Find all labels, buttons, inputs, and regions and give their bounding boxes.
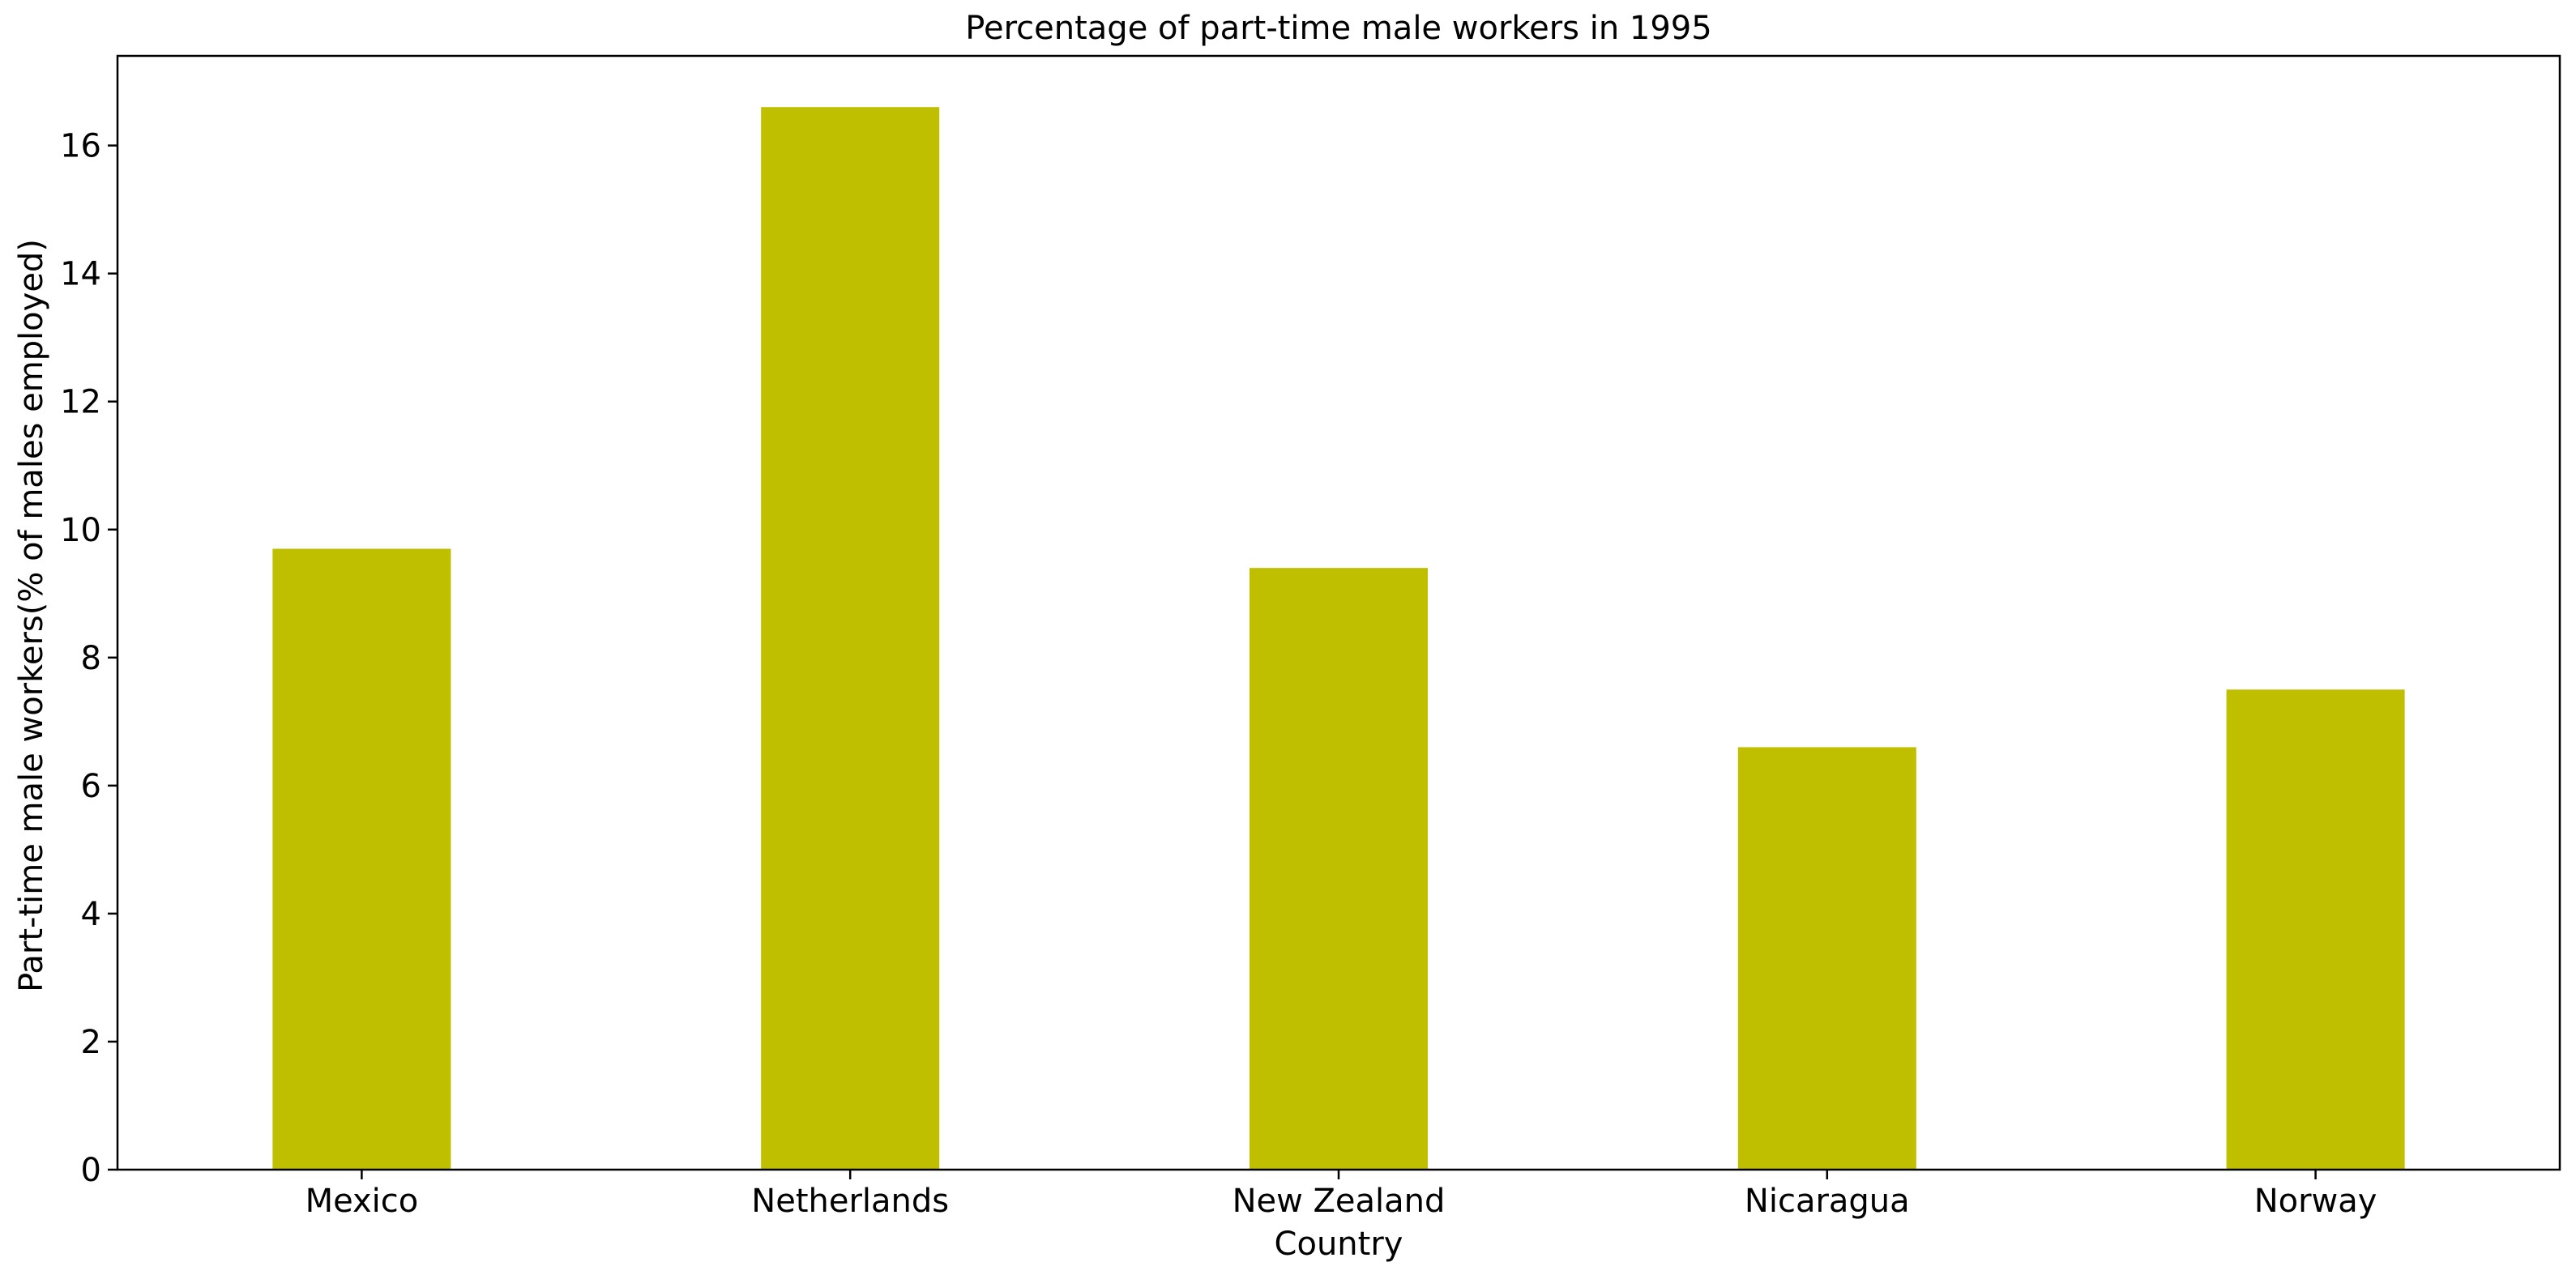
y-tick-label: 2 <box>81 1024 101 1061</box>
x-tick-label: Netherlands <box>751 1183 949 1220</box>
x-tick-label: Norway <box>2254 1183 2377 1220</box>
y-tick-label: 12 <box>60 384 101 421</box>
x-axis-ticks: Mexico Netherlands New Zealand Nicaragua Nor… <box>305 1170 2377 1220</box>
x-tick-label: Nicaragua <box>1745 1183 1910 1220</box>
chart-title: Percentage of part-time male workers in … <box>965 10 1711 47</box>
y-tick-label: 14 <box>60 256 101 293</box>
bar-nicaragua <box>1737 747 1916 1170</box>
bar-new-zealand <box>1250 568 1428 1170</box>
bar-mexico <box>272 548 451 1170</box>
bars-group <box>272 107 2405 1170</box>
y-tick-label: 6 <box>81 768 101 805</box>
y-tick-label: 0 <box>81 1152 101 1189</box>
plot-frame <box>116 54 2561 1171</box>
y-tick-label: 10 <box>60 512 101 549</box>
y-tick-label: 4 <box>81 896 101 933</box>
bar-norway <box>2226 689 2405 1170</box>
x-tick-label: Mexico <box>305 1183 419 1220</box>
x-tick-label: New Zealand <box>1232 1183 1446 1220</box>
y-tick-label: 16 <box>60 128 101 165</box>
y-axis-ticks: 0 2 4 6 8 10 12 14 16 <box>60 128 117 1189</box>
y-axis-label: Part-time male workers(% of males employ… <box>13 239 50 992</box>
y-tick-label: 8 <box>81 640 101 677</box>
x-axis-label: Country <box>1275 1226 1403 1263</box>
bar-netherlands <box>761 107 940 1170</box>
